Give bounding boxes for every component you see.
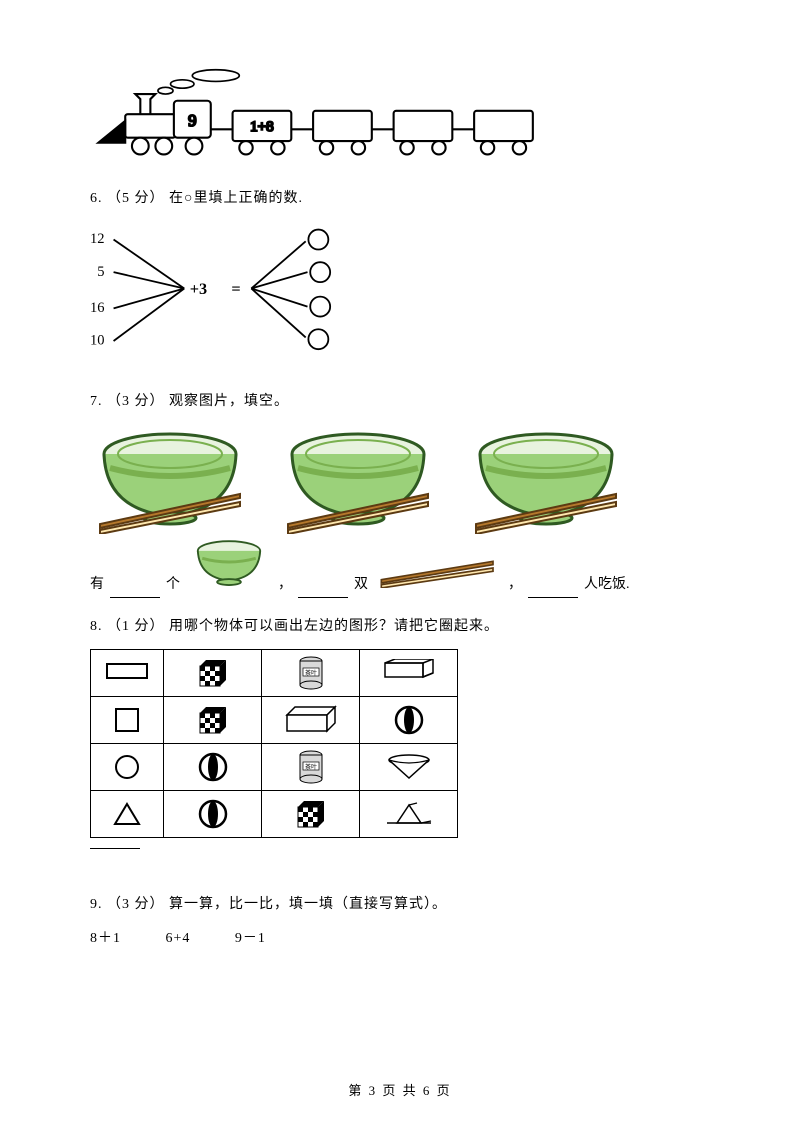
loco-number: 9 (188, 111, 196, 130)
q8-number: 8. (90, 619, 103, 634)
q7-unit-pair: 双 (354, 572, 368, 599)
q6-in-2: 5 (97, 263, 104, 279)
q9-number: 9. (90, 897, 103, 912)
q7-figure: 有 个 ， 双 (90, 424, 710, 599)
obj-checker-cube[interactable] (262, 790, 360, 837)
obj-can[interactable]: 茶叶 (262, 649, 360, 696)
obj-lens[interactable] (164, 743, 262, 790)
q6-in-4: 10 (90, 332, 105, 348)
shape-circle (91, 743, 164, 790)
shape-square (91, 696, 164, 743)
q7-points: （3 分） (107, 394, 165, 409)
page-footer: 第 3 页 共 6 页 (0, 1079, 800, 1104)
q9-points: （3 分） (107, 897, 165, 912)
q7-prompt: 7. （3 分） 观察图片，填空。 (90, 389, 710, 416)
q7-number: 7. (90, 394, 103, 409)
obj-prism[interactable] (360, 790, 458, 837)
table-row: 茶叶 (91, 743, 458, 790)
q9-items: 8＋1 6+4 9－1 (90, 926, 710, 953)
obj-can[interactable]: 茶叶 (262, 743, 360, 790)
q9-prompt: 9. （3 分） 算一算，比一比，填一填（直接写算式）。 (90, 892, 710, 919)
q7-comma-2: ， (508, 572, 522, 599)
table-row (91, 696, 458, 743)
train-car-1-label: 1+8 (250, 119, 274, 135)
q6-points: （5 分） (107, 191, 165, 206)
q8-table: 茶叶 (90, 649, 458, 838)
q8-prompt: 8. （1 分） 用哪个物体可以画出左边的图形？请把它圈起来。 (90, 614, 710, 641)
q9-item-1: 8＋1 (90, 926, 121, 953)
obj-arch[interactable] (360, 649, 458, 696)
q7-blank-pairs[interactable] (298, 583, 348, 598)
q7-tail: 人吃饭. (584, 572, 630, 599)
q7-blank-bowls[interactable] (110, 583, 160, 598)
q6-eq: = (231, 279, 240, 298)
q6-number: 6. (90, 191, 103, 206)
q7-blank-people[interactable] (528, 583, 578, 598)
q6-in-3: 16 (90, 300, 105, 316)
q6-op: +3 (190, 279, 207, 298)
bowl-1 (90, 424, 250, 524)
obj-lens[interactable] (360, 696, 458, 743)
table-row: 茶叶 (91, 649, 458, 696)
svg-text:茶叶: 茶叶 (304, 669, 316, 677)
bowl-2 (278, 424, 438, 524)
obj-cone[interactable] (360, 743, 458, 790)
q6-text: 在○里填上正确的数. (169, 191, 303, 206)
table-row (91, 790, 458, 837)
q6-diagram: 12 5 16 10 +3 = (90, 223, 710, 374)
chopsticks-icon (378, 558, 498, 599)
q8-text: 用哪个物体可以画出左边的图形？请把它圈起来。 (169, 619, 499, 634)
q7-prefix: 有 (90, 572, 104, 599)
bowl-3 (466, 424, 626, 524)
q6-prompt: 6. （5 分） 在○里填上正确的数. (90, 186, 710, 213)
obj-checker-cube[interactable] (164, 649, 262, 696)
obj-checker-cube[interactable] (164, 696, 262, 743)
q9-item-3: 9－1 (235, 926, 266, 953)
q8-points: （1 分） (107, 619, 165, 634)
shape-wide-rect (91, 649, 164, 696)
obj-lens[interactable] (164, 790, 262, 837)
q8-answer-line[interactable] (90, 846, 140, 849)
q9-text: 算一算，比一比，填一填（直接写算式）。 (169, 897, 447, 912)
svg-text:茶叶: 茶叶 (304, 763, 316, 771)
q6-in-1: 12 (90, 231, 105, 247)
shape-triangle (91, 790, 164, 837)
bowl-icon (190, 536, 268, 599)
q7-text: 观察图片，填空。 (169, 394, 289, 409)
q7-unit-bowl: 个 (166, 572, 180, 599)
q9-item-2: 6+4 (166, 926, 191, 953)
train-figure: 9 1+8 (90, 60, 710, 170)
obj-cuboid[interactable] (262, 696, 360, 743)
q7-comma-1: ， (278, 572, 292, 599)
